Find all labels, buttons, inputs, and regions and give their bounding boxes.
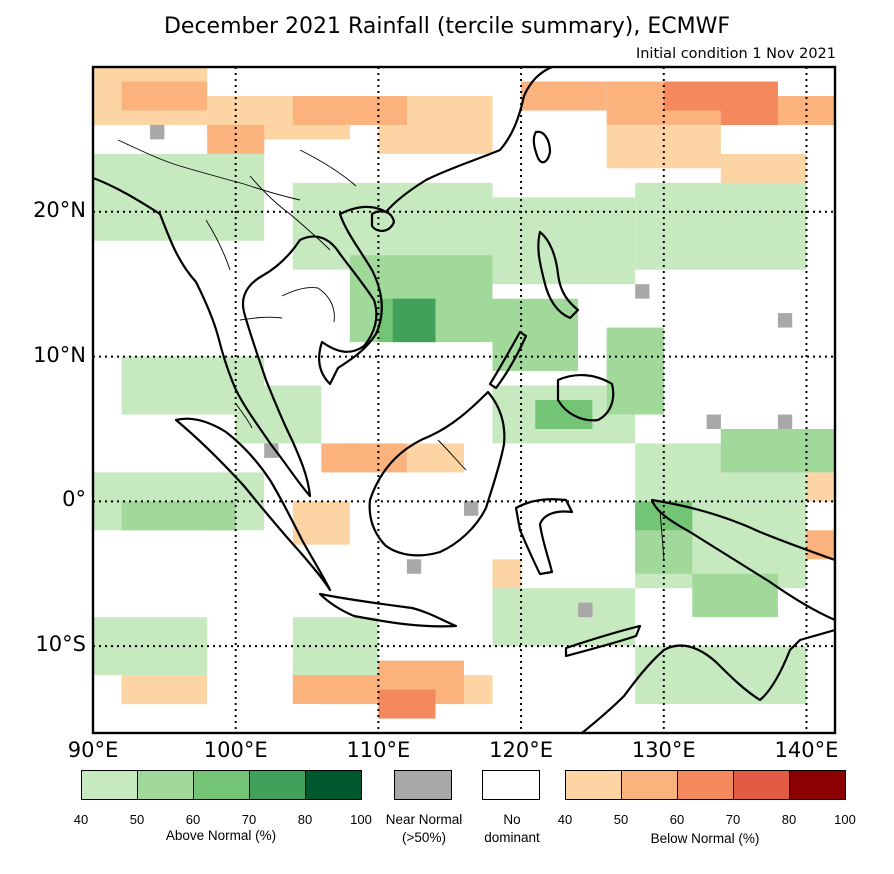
above-normal-swatch bbox=[249, 770, 306, 800]
map-frame bbox=[91, 65, 837, 735]
above-normal-swatch bbox=[193, 770, 250, 800]
above-normal-cell bbox=[392, 298, 436, 343]
no-dominant-caption-line2: dominant bbox=[484, 830, 540, 845]
above-normal-cell bbox=[606, 327, 664, 415]
near-normal-cell bbox=[706, 414, 721, 429]
below-normal-tick-label: 70 bbox=[725, 812, 741, 827]
graticule bbox=[93, 67, 835, 733]
above-normal-swatch bbox=[305, 770, 362, 800]
tercile-grid-cells bbox=[93, 67, 835, 719]
below-normal-tick-label: 40 bbox=[557, 812, 573, 827]
palawan-coast bbox=[488, 330, 528, 390]
below-normal-cell bbox=[720, 153, 807, 183]
sulawesi-coast bbox=[514, 498, 574, 576]
latitude-tick-label: 0° bbox=[62, 487, 86, 512]
above-normal-tick-label: 40 bbox=[73, 812, 89, 827]
latitude-tick-label: 20°N bbox=[33, 197, 86, 222]
above-normal-cell bbox=[720, 429, 835, 473]
australia-coast bbox=[581, 628, 835, 733]
above-normal-cell bbox=[635, 646, 807, 704]
longitude-tick-label: 120°E bbox=[489, 738, 553, 762]
above-normal-tick-label: 50 bbox=[129, 812, 145, 827]
below-normal-tick-label: 80 bbox=[781, 812, 797, 827]
longitude-tick-label: 90°E bbox=[67, 738, 119, 762]
below-normal-cell bbox=[121, 675, 208, 705]
above-normal-cell bbox=[492, 588, 636, 647]
below-normal-cell bbox=[806, 472, 835, 502]
near-normal-caption-line1: Near Normal bbox=[385, 812, 463, 827]
country-borders bbox=[117, 139, 665, 561]
above-normal-cell bbox=[235, 385, 322, 444]
near-normal-cell bbox=[578, 602, 593, 618]
near-normal-cell bbox=[635, 284, 650, 299]
above-normal-tick-label: 100 bbox=[350, 812, 372, 827]
below-normal-tick-label: 60 bbox=[669, 812, 685, 827]
above-normal-tick-label: 80 bbox=[297, 812, 313, 827]
below-normal-tick-label: 50 bbox=[613, 812, 629, 827]
chart-title: December 2021 Rainfall (tercile summary)… bbox=[163, 14, 731, 39]
below-normal-cell bbox=[521, 81, 607, 111]
near-normal-cell bbox=[406, 559, 422, 574]
above-normal-cell bbox=[492, 197, 636, 285]
above-normal-cell bbox=[121, 501, 236, 531]
above-normal-tick-label: 60 bbox=[185, 812, 201, 827]
below-normal-swatch bbox=[733, 770, 790, 800]
mindanao-coast bbox=[556, 374, 615, 422]
above-normal-cell bbox=[93, 153, 265, 241]
near-normal-cell bbox=[264, 443, 279, 458]
longitude-tick-label: 130°E bbox=[631, 738, 696, 762]
near-normal-cell bbox=[150, 124, 165, 140]
above-normal-cell bbox=[492, 298, 579, 372]
below-normal-cell bbox=[720, 96, 778, 125]
longitude-tick-label: 100°E bbox=[203, 738, 268, 762]
latitude-tick-label: 10°S bbox=[35, 632, 86, 657]
longitude-tick-label: 110°E bbox=[346, 738, 411, 762]
near-normal-cell bbox=[777, 313, 793, 328]
near-normal-caption-line2: (>50%) bbox=[402, 830, 446, 845]
legend-below-caption: Below Normal (%) bbox=[650, 831, 760, 846]
below-normal-cell bbox=[121, 81, 208, 111]
timor-coast bbox=[564, 624, 642, 658]
below-normal-swatch bbox=[677, 770, 734, 800]
no-dominant-swatch bbox=[482, 770, 540, 800]
below-normal-cell bbox=[378, 689, 436, 719]
below-normal-swatch bbox=[789, 770, 846, 800]
luzon-coast bbox=[537, 230, 580, 320]
chart-subtitle: Initial condition 1 Nov 2021 bbox=[635, 46, 836, 62]
above-normal-cell bbox=[535, 400, 593, 429]
below-normal-cell bbox=[406, 443, 464, 473]
below-normal-tick-label: 100 bbox=[834, 812, 856, 827]
latitude-tick-label: 10°N bbox=[33, 342, 86, 367]
above-normal-cell bbox=[692, 573, 778, 618]
below-normal-cell bbox=[321, 443, 407, 473]
below-normal-cell bbox=[492, 559, 521, 589]
coastlines bbox=[93, 67, 835, 733]
above-normal-swatch bbox=[137, 770, 194, 800]
near-normal-swatch bbox=[394, 770, 452, 800]
below-normal-swatch bbox=[565, 770, 622, 800]
below-normal-cell bbox=[292, 96, 407, 125]
near-normal-cell bbox=[464, 501, 479, 516]
below-normal-cell bbox=[292, 501, 350, 545]
legend-above-caption: Above Normal (%) bbox=[165, 828, 277, 843]
near-normal-cell bbox=[777, 414, 793, 429]
longitude-tick-label: 140°E bbox=[774, 738, 839, 762]
taiwan-coast bbox=[532, 130, 552, 164]
above-normal-tick-label: 70 bbox=[241, 812, 257, 827]
no-dominant-caption-line1: No bbox=[503, 812, 521, 827]
borneo-coast bbox=[368, 390, 506, 557]
below-normal-swatch bbox=[621, 770, 678, 800]
above-normal-cell bbox=[635, 182, 807, 270]
above-normal-swatch bbox=[81, 770, 138, 800]
above-normal-cell bbox=[292, 617, 379, 676]
java-coast bbox=[318, 592, 458, 628]
new-guinea-coast bbox=[650, 498, 835, 622]
